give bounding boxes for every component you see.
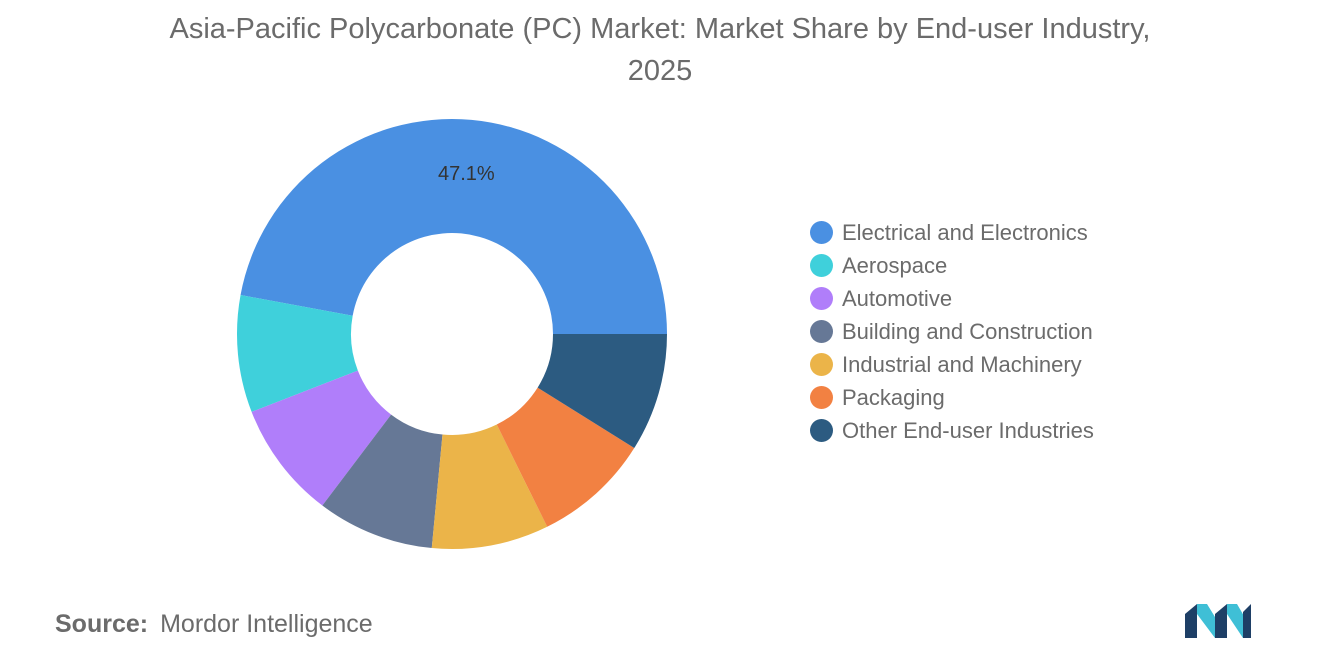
legend-swatch-icon xyxy=(810,386,833,409)
legend-swatch-icon xyxy=(810,320,833,343)
mordor-intelligence-logo-icon xyxy=(1185,604,1251,638)
source-label: Source: xyxy=(55,610,149,638)
slice-electrical-and-electronics xyxy=(240,118,668,335)
chart-title: Asia-Pacific Polycarbonate (PC) Market: … xyxy=(60,8,1260,92)
legend-label: Packaging xyxy=(842,384,945,410)
legend-item-automotive: Automotive xyxy=(810,282,1250,315)
legend-label: Automotive xyxy=(842,285,953,311)
legend-swatch-icon xyxy=(810,221,833,244)
chart-title-line-2: 2025 xyxy=(627,55,693,87)
slice-industrial-and-machinery xyxy=(431,424,548,549)
legend-swatch-icon xyxy=(810,353,833,376)
legend-swatch-icon xyxy=(810,287,833,310)
data-label-electrical-and-electronics: 47.1% xyxy=(438,163,495,185)
slice-other-end-user-industries xyxy=(537,334,667,449)
slice-packaging xyxy=(496,387,635,527)
legend-swatch-icon xyxy=(810,419,833,442)
legend-item-electrical-and-electronics: Electrical and Electronics xyxy=(810,216,1250,249)
source-note: Source: Mordor Intelligence xyxy=(55,610,373,639)
legend-item-building-and-construction: Building and Construction xyxy=(810,315,1250,348)
chart-legend: Electrical and Electronics Aerospace Autom… xyxy=(810,216,1250,447)
legend-swatch-icon xyxy=(810,254,833,277)
slice-building-and-construction xyxy=(322,414,443,549)
chart-title-line-1: Asia-Pacific Polycarbonate (PC) Market: … xyxy=(169,13,1151,45)
legend-item-other-end-user-industries: Other End-user Industries xyxy=(810,414,1250,447)
legend-label: Other End-user Industries xyxy=(842,417,1094,443)
source-value: Mordor Intelligence xyxy=(160,610,373,638)
slice-automotive xyxy=(251,370,392,506)
legend-item-industrial-and-machinery: Industrial and Machinery xyxy=(810,348,1250,381)
slice-aerospace xyxy=(237,295,358,412)
legend-label: Industrial and Machinery xyxy=(842,351,1082,377)
legend-label: Building and Construction xyxy=(842,318,1093,344)
legend-label: Electrical and Electronics xyxy=(842,219,1088,245)
legend-item-aerospace: Aerospace xyxy=(810,249,1250,282)
legend-label: Aerospace xyxy=(842,252,948,278)
legend-item-packaging: Packaging xyxy=(810,381,1250,414)
